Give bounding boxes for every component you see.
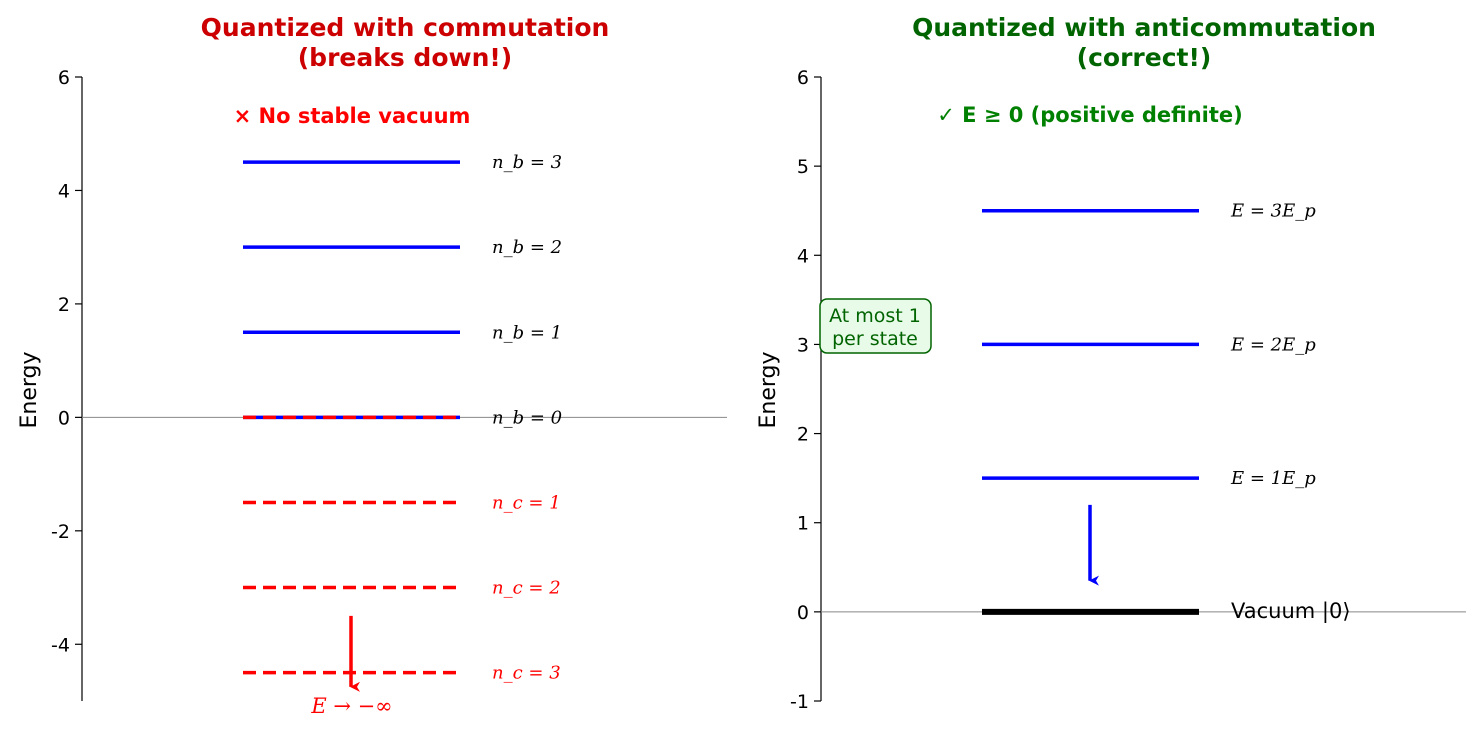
left-y-tick-label: 2 (58, 294, 70, 316)
left-y-tick-label: -2 (51, 521, 70, 543)
right-y-tick-label: 2 (797, 424, 809, 446)
right-level-label: E = 1E_p (1230, 468, 1316, 489)
right-info-box-line2: per state (832, 328, 918, 350)
right-levels: E = 3E_p E = 2E_p E = 1E_p Vacuum |0⟩ (982, 201, 1351, 624)
left-bottom-note: E → −∞ (310, 694, 392, 718)
right-y-tick-label: 6 (797, 67, 809, 89)
left-level-label: n_c = 3 (492, 663, 561, 684)
right-y-axis-label: Energy (756, 351, 781, 428)
left-y-ticks: -4 -2 0 2 4 6 (51, 67, 82, 656)
right-y-tick-label: 4 (797, 245, 809, 267)
left-level-label: n_b = 2 (492, 237, 562, 258)
left-title: Quantized with commutation (201, 13, 610, 42)
left-y-tick-label: -4 (51, 634, 70, 656)
left-subtitle: (breaks down!) (298, 43, 512, 72)
right-info-box-frame (819, 298, 932, 354)
right-y-tick-label: 3 (797, 334, 809, 356)
left-level-label: n_b = 0 (492, 407, 562, 428)
right-y-tick-label: 0 (797, 602, 809, 624)
left-y-axis-label: Energy (17, 351, 42, 428)
right-top-note: ✓ E ≥ 0 (positive definite) (937, 103, 1243, 127)
right-subtitle: (correct!) (1077, 43, 1212, 72)
left-levels: n_b = 3 n_b = 2 n_b = 1 n_b = 0 n_c = 1 n_c =… (243, 152, 562, 684)
right-level-label: E = 2E_p (1230, 334, 1316, 355)
left-panel: Quantized with commutation (breaks down!… (17, 13, 727, 718)
left-y-tick-label: 4 (58, 180, 70, 202)
right-y-ticks: -1 0 1 2 3 4 5 6 (790, 67, 821, 713)
right-y-tick-label: 1 (797, 513, 809, 535)
left-y-tick-label: 0 (58, 407, 70, 429)
left-level-label: n_c = 2 (492, 578, 561, 599)
left-level-label: n_c = 1 (492, 492, 561, 513)
right-panel: Quantized with anticommutation (correct!… (756, 13, 1466, 713)
left-y-tick-label: 6 (58, 67, 70, 89)
right-info-box-line1: At most 1 (829, 305, 921, 327)
right-info-box: At most 1 per state (819, 298, 932, 354)
left-level-label: n_b = 3 (492, 152, 562, 173)
left-top-note: × No stable vacuum (234, 104, 471, 128)
right-level-label: E = 3E_p (1230, 201, 1316, 222)
right-level-label: Vacuum |0⟩ (1231, 599, 1351, 624)
right-title: Quantized with anticommutation (912, 13, 1376, 42)
left-level-label: n_b = 1 (492, 322, 562, 343)
right-y-tick-label: -1 (790, 691, 809, 713)
right-y-tick-label: 5 (797, 156, 809, 178)
